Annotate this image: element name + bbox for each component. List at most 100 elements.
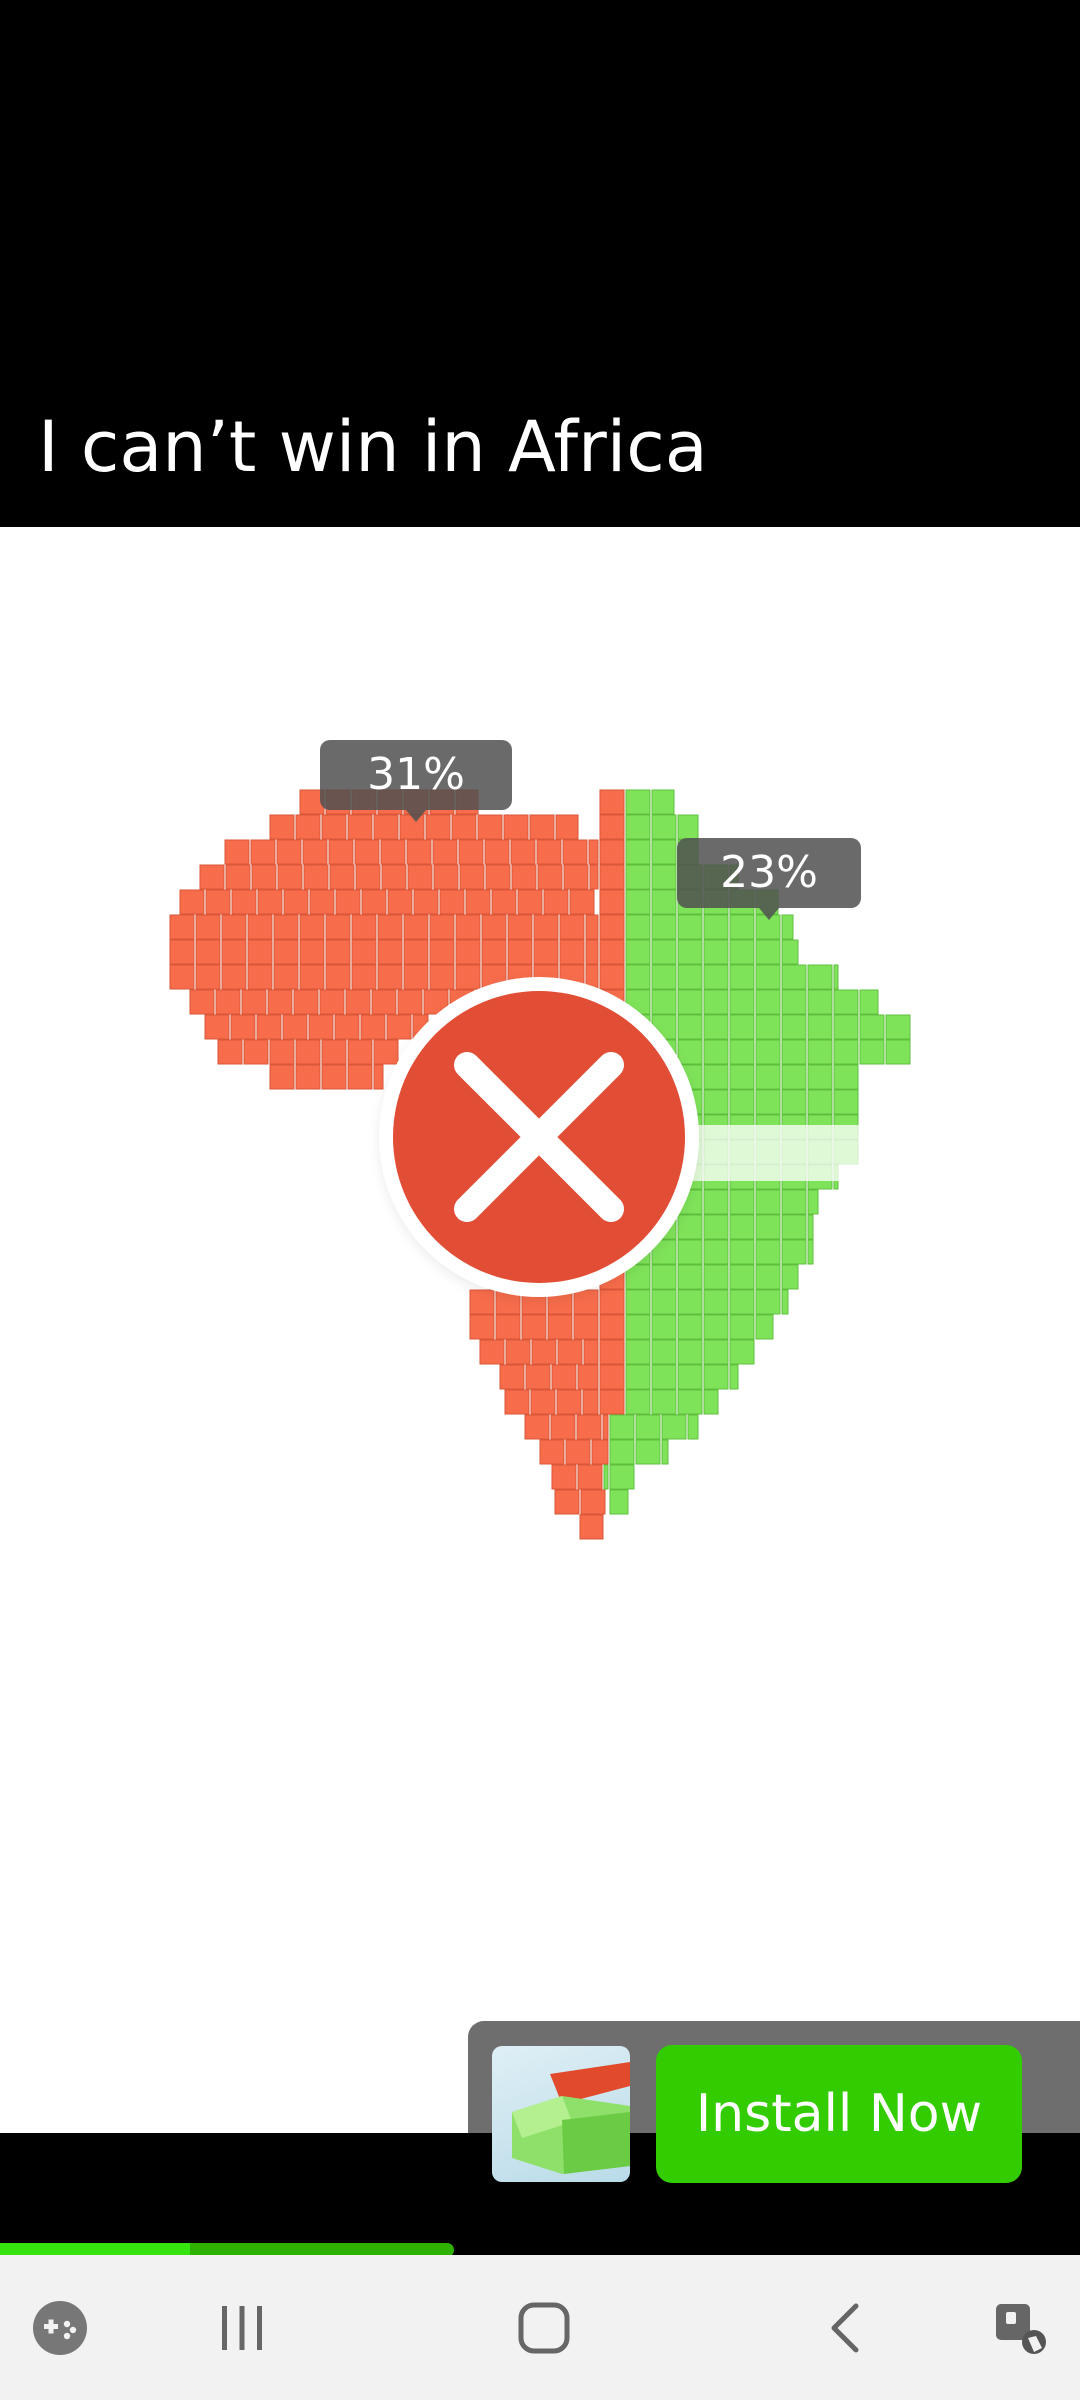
red-territory-cell [295,1064,321,1090]
red-territory-cell [569,889,595,915]
back-icon [831,2303,859,2352]
red-territory-cell [381,864,407,890]
red-territory-cell [577,1364,599,1390]
green-territory-cell [625,814,651,840]
green-territory-cell [703,1189,729,1215]
red-territory-cell [321,1064,347,1090]
green-territory-cell [755,1264,781,1290]
red-territory-cell [559,939,585,965]
red-territory-cell [225,864,251,890]
green-territory-cell [677,1239,703,1265]
red-territory-cell [557,1339,583,1365]
green-territory-cell [755,1064,781,1090]
green-territory-cell [755,989,781,1015]
red-territory-cell [299,914,325,940]
red-territory-cell [241,989,267,1015]
system-navigation-bar [0,2255,1080,2400]
game-launcher-button[interactable] [0,2255,120,2400]
red-territory-cell [325,964,351,990]
green-territory-cell [677,1389,703,1415]
video-progress-track[interactable] [0,2243,454,2257]
green-territory-cell [703,939,729,965]
back-button[interactable] [786,2255,906,2400]
red-territory-cell [562,839,588,865]
green-territory-cell [807,1014,833,1040]
green-territory-cell [807,1189,819,1215]
green-territory-cell [703,1389,719,1415]
green-territory-cell [755,1089,781,1115]
red-territory-cell [599,839,625,865]
ad-thumbnail[interactable] [492,2046,630,2182]
green-territory-cell [859,1014,885,1040]
red-territory-cell [299,964,325,990]
red-territory-cell [334,1014,360,1040]
red-territory-cell [469,1314,495,1340]
red-territory-cell [231,889,257,915]
red-territory-cell [504,1389,530,1415]
capture-flash [690,1125,860,1181]
red-territory-cell [371,989,397,1015]
red-territory-cell [360,1014,386,1040]
red-territory-cell [273,939,299,965]
green-territory-cell [729,964,755,990]
red-territory-cell [230,1014,256,1040]
green-territory-cell [755,1214,781,1240]
green-territory-cell [781,1089,807,1115]
red-territory-cell [303,864,329,890]
red-territory-cell [565,1439,591,1465]
red-territory-cell [308,1014,334,1040]
red-territory-cell [247,964,273,990]
accessibility-button[interactable] [960,2255,1080,2400]
green-territory-cell [703,1239,729,1265]
green-territory-cell [703,1314,729,1340]
red-territory-cell [599,889,625,915]
red-territory-cell [455,939,481,965]
red-territory-cell [221,939,247,965]
red-territory-cell [377,939,403,965]
red-territory-cell [354,839,380,865]
red-territory-cell [585,939,599,965]
red-territory-cell [269,1039,295,1065]
green-territory-cell [625,964,651,990]
red-territory-cell [403,914,429,940]
red-territory-cell [195,964,221,990]
green-territory-cell [729,1089,755,1115]
green-territory-cell [703,1064,729,1090]
install-now-button[interactable]: Install Now [656,2045,1022,2183]
red-territory-cell [345,989,371,1015]
red-territory-cell [510,839,536,865]
green-territory-cell [651,889,677,915]
green-territory-cell [677,1039,703,1065]
red-territory-cell [551,1464,577,1490]
red-territory-cell [591,1439,609,1465]
red-territory-cell [295,814,321,840]
red-territory-cell [413,889,439,915]
green-territory-cell [807,1039,833,1065]
recent-apps-button[interactable] [182,2255,302,2400]
home-button[interactable] [484,2255,604,2400]
home-icon [518,2302,570,2353]
green-territory-cell [703,1039,729,1065]
red-territory-cell [599,864,625,890]
red-territory-cell [525,1364,551,1390]
green-territory-cell [729,1314,755,1340]
red-territory-cell [221,964,247,990]
green-territory-cell [729,1239,755,1265]
green-territory-cell [651,989,677,1015]
red-territory-cell [451,814,477,840]
red-territory-cell [479,1339,505,1365]
green-territory-cell [609,1414,635,1440]
green-territory-cell [729,1014,755,1040]
red-territory-cell [179,889,205,915]
red-territory-cell [459,864,485,890]
red-territory-cell [373,1039,399,1065]
green-territory-cell [651,789,675,815]
video-caption-banner: I can’t win in Africa [0,0,1080,527]
red-territory-cell [573,1314,599,1340]
red-territory-cell [429,939,455,965]
red-territory-cell [477,814,503,840]
green-territory-cell [807,1064,833,1090]
red-territory-cell [465,889,491,915]
red-territory-cell [403,964,429,990]
accessibility-icon [996,2303,1046,2354]
